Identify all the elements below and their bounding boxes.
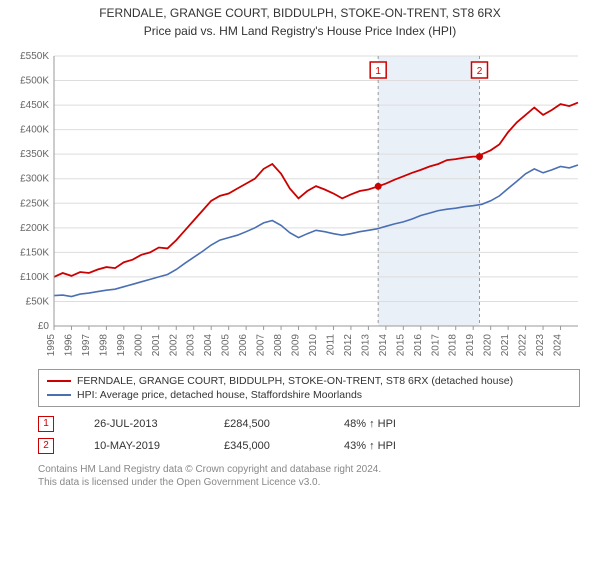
- marker-price-2: £345,000: [224, 440, 304, 452]
- svg-text:1998: 1998: [98, 333, 109, 355]
- svg-text:2023: 2023: [535, 333, 546, 355]
- svg-text:£200K: £200K: [20, 222, 49, 233]
- svg-text:2003: 2003: [186, 333, 197, 355]
- svg-text:2020: 2020: [483, 333, 494, 355]
- svg-text:2017: 2017: [430, 333, 441, 355]
- svg-text:2000: 2000: [133, 333, 144, 355]
- legend-item-hpi: HPI: Average price, detached house, Staf…: [47, 388, 571, 402]
- svg-text:£550K: £550K: [20, 51, 49, 62]
- svg-text:1: 1: [375, 66, 381, 77]
- svg-text:£350K: £350K: [20, 149, 49, 160]
- svg-text:1999: 1999: [116, 333, 127, 355]
- marker-delta-1: 48% ↑ HPI: [344, 418, 396, 430]
- page-title-line2: Price paid vs. HM Land Registry's House …: [0, 24, 600, 38]
- marker-date-2: 10-MAY-2019: [94, 440, 184, 452]
- footnote-line2: This data is licensed under the Open Gov…: [38, 476, 580, 489]
- svg-text:£500K: £500K: [20, 75, 49, 86]
- svg-text:2014: 2014: [378, 333, 389, 355]
- footnote-line1: Contains HM Land Registry data © Crown c…: [38, 463, 580, 476]
- svg-text:2002: 2002: [168, 333, 179, 355]
- line-chart: £0 £50K £100K £150K £200K £250K £300K £350K £400…: [10, 46, 590, 356]
- svg-text:£0: £0: [38, 321, 50, 332]
- marker-row-2: 2 10-MAY-2019 £345,000 43% ↑ HPI: [38, 435, 580, 457]
- svg-text:1996: 1996: [63, 333, 74, 355]
- svg-text:2004: 2004: [203, 333, 214, 355]
- svg-text:2006: 2006: [238, 333, 249, 355]
- marker-date-1: 26-JUL-2013: [94, 418, 184, 430]
- svg-text:£450K: £450K: [20, 100, 49, 111]
- footnote: Contains HM Land Registry data © Crown c…: [38, 463, 580, 489]
- svg-text:£300K: £300K: [20, 173, 49, 184]
- svg-text:2018: 2018: [448, 333, 459, 355]
- svg-text:2009: 2009: [291, 333, 302, 355]
- legend: FERNDALE, GRANGE COURT, BIDDULPH, STOKE-…: [38, 369, 580, 407]
- markers-table: 1 26-JUL-2013 £284,500 48% ↑ HPI 2 10-MA…: [38, 413, 580, 457]
- svg-text:2019: 2019: [465, 333, 476, 355]
- svg-text:2016: 2016: [413, 333, 424, 355]
- legend-swatch-property: [47, 380, 71, 382]
- svg-text:2013: 2013: [360, 333, 371, 355]
- marker-badge-1: 1: [38, 416, 54, 432]
- svg-text:2011: 2011: [325, 333, 336, 355]
- svg-text:£400K: £400K: [20, 124, 49, 135]
- svg-text:2024: 2024: [553, 333, 564, 355]
- svg-text:£150K: £150K: [20, 247, 49, 258]
- marker-price-1: £284,500: [224, 418, 304, 430]
- svg-text:2012: 2012: [343, 333, 354, 355]
- svg-text:2010: 2010: [308, 333, 319, 355]
- svg-text:2007: 2007: [256, 333, 267, 355]
- svg-text:1997: 1997: [81, 333, 92, 355]
- chart-area: £0 £50K £100K £150K £200K £250K £300K £350K £400…: [10, 46, 590, 361]
- svg-text:2001: 2001: [151, 333, 162, 355]
- svg-text:£100K: £100K: [20, 272, 49, 283]
- page-title-line1: FERNDALE, GRANGE COURT, BIDDULPH, STOKE-…: [0, 6, 600, 22]
- svg-text:2022: 2022: [518, 333, 529, 355]
- legend-item-property: FERNDALE, GRANGE COURT, BIDDULPH, STOKE-…: [47, 374, 571, 388]
- legend-label-hpi: HPI: Average price, detached house, Staf…: [77, 389, 362, 401]
- svg-text:£50K: £50K: [26, 296, 50, 307]
- marker-delta-2: 43% ↑ HPI: [344, 440, 396, 452]
- svg-text:2005: 2005: [221, 333, 232, 355]
- svg-text:2: 2: [477, 66, 483, 77]
- svg-text:£250K: £250K: [20, 198, 49, 209]
- legend-swatch-hpi: [47, 394, 71, 396]
- marker-row-1: 1 26-JUL-2013 £284,500 48% ↑ HPI: [38, 413, 580, 435]
- svg-text:2008: 2008: [273, 333, 284, 355]
- svg-text:2021: 2021: [500, 333, 511, 355]
- legend-label-property: FERNDALE, GRANGE COURT, BIDDULPH, STOKE-…: [77, 375, 513, 387]
- marker-badge-2: 2: [38, 438, 54, 454]
- svg-text:2015: 2015: [395, 333, 406, 355]
- svg-text:1995: 1995: [46, 333, 57, 355]
